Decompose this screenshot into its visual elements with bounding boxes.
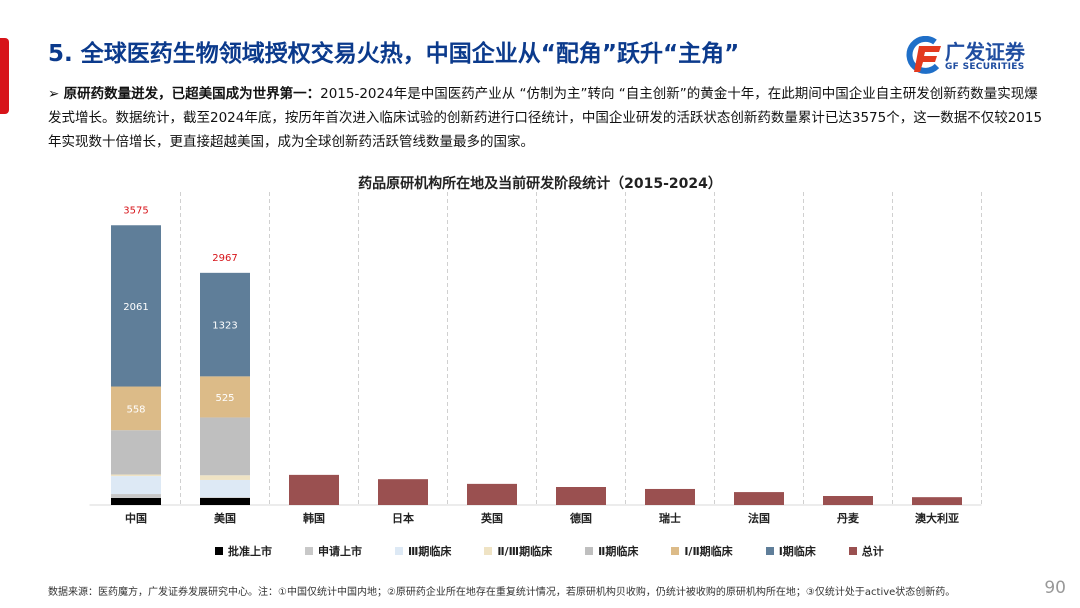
legend-swatch [585, 547, 594, 555]
legend-swatch [671, 547, 680, 555]
legend-item: Ⅲ期临床 [395, 543, 451, 559]
legend-swatch [484, 547, 493, 555]
legend-label: 批准上市 [228, 545, 272, 558]
x-tick-label: 韩国 [303, 511, 325, 525]
paragraph-body: 2015-2024年是中国医药产业从 “仿制为主”转向 “自主创新”的黄金十年，… [48, 86, 1043, 150]
total-bar [912, 497, 962, 505]
chart-legend: 批准上市 申请上市 Ⅲ期临床 Ⅱ/Ⅲ期临床 Ⅱ期临床 Ⅰ/Ⅱ期临床 Ⅰ期临床 总计 [215, 543, 917, 559]
legend-item: 总计 [848, 543, 884, 559]
gf-logo-icon [906, 35, 941, 74]
page-number: 90 [1044, 578, 1066, 598]
x-tick-label: 英国 [480, 511, 503, 525]
x-tick-label: 美国 [214, 511, 236, 525]
x-tick-label: 丹麦 [837, 511, 860, 525]
x-tick-label: 澳大利亚 [915, 511, 959, 525]
company-logo: 广发证券 GF SECURITIES [905, 35, 1045, 76]
legend-swatch [848, 547, 857, 555]
x-tick-label: 中国 [125, 511, 147, 525]
legend-swatch [215, 547, 223, 555]
total-bar [289, 474, 339, 505]
accent-bar [0, 38, 9, 114]
total-bar [734, 492, 784, 505]
bar-segment [200, 376, 250, 418]
legend-label: Ⅲ期临床 [408, 545, 452, 558]
bar-segment [111, 494, 161, 498]
bar-segment [200, 272, 250, 377]
x-tick-label: 瑞士 [659, 511, 681, 525]
bar-segment [111, 476, 161, 495]
bar-segment [200, 417, 250, 476]
summary-paragraph: ➢ 原研药数量迸发，已超美国成为世界第一：2015-2024年是中国医药产业从 … [48, 82, 1048, 154]
source-note: 数据来源：医药魔方，广发证券发展研究中心。注：①中国仅统计中国内地；②原研药企业… [48, 587, 956, 598]
chart-title: 药品原研机构所在地及当前研发阶段统计（2015-2024） [358, 176, 722, 192]
bar-segment [200, 497, 250, 505]
legend-item: Ⅱ/Ⅲ期临床 [484, 543, 552, 559]
data-label: 2061 [123, 302, 148, 313]
legend-label: Ⅱ/Ⅲ期临床 [497, 545, 553, 558]
bar-segment [111, 474, 161, 477]
legend-item: Ⅱ期临床 [585, 543, 638, 559]
bar-segment [111, 497, 161, 505]
x-tick-label: 法国 [748, 511, 770, 525]
total-label: 3575 [123, 205, 148, 216]
data-label: 525 [215, 393, 234, 404]
legend-label: Ⅱ期临床 [598, 545, 639, 558]
page-title: 5. 全球医药生物领域授权交易火热，中国企业从“配角”跃升“主角” [48, 41, 740, 67]
logo-text-cn: 广发证券 [945, 40, 1025, 64]
legend-swatch [395, 547, 403, 555]
bar-segment [111, 386, 161, 431]
total-bar [645, 488, 695, 505]
legend-item: Ⅰ期临床 [765, 543, 816, 559]
data-label: 558 [126, 404, 145, 415]
total-bar [823, 496, 873, 505]
legend-label: 总计 [861, 545, 884, 558]
legend-item: 批准上市 [215, 543, 272, 559]
logo-text-en: GF SECURITIES [945, 62, 1025, 72]
x-tick-label: 日本 [392, 511, 414, 525]
legend-label: Ⅰ/Ⅱ期临床 [684, 545, 733, 558]
x-tick-label: 德国 [569, 511, 592, 525]
legend-label: Ⅰ期临床 [778, 545, 816, 558]
bullet-icon: ➢ [48, 86, 60, 102]
bar-segment [200, 475, 250, 480]
legend-label: 申请上市 [318, 545, 362, 558]
total-label: 2967 [212, 253, 237, 264]
bar-segment [111, 430, 161, 475]
total-bar [467, 483, 517, 505]
bar-segment [200, 479, 250, 498]
legend-swatch [765, 547, 774, 555]
legend-item: 申请上市 [305, 543, 362, 559]
total-bar [556, 487, 606, 505]
legend-item: Ⅰ/Ⅱ期临床 [671, 543, 733, 559]
paragraph-lead: 原研药数量迸发，已超美国成为世界第一： [63, 86, 321, 102]
total-bar [378, 479, 428, 505]
legend-swatch [305, 547, 313, 555]
data-label: 1323 [212, 321, 237, 332]
bar-segment [111, 225, 161, 387]
bar-segment [200, 497, 250, 498]
